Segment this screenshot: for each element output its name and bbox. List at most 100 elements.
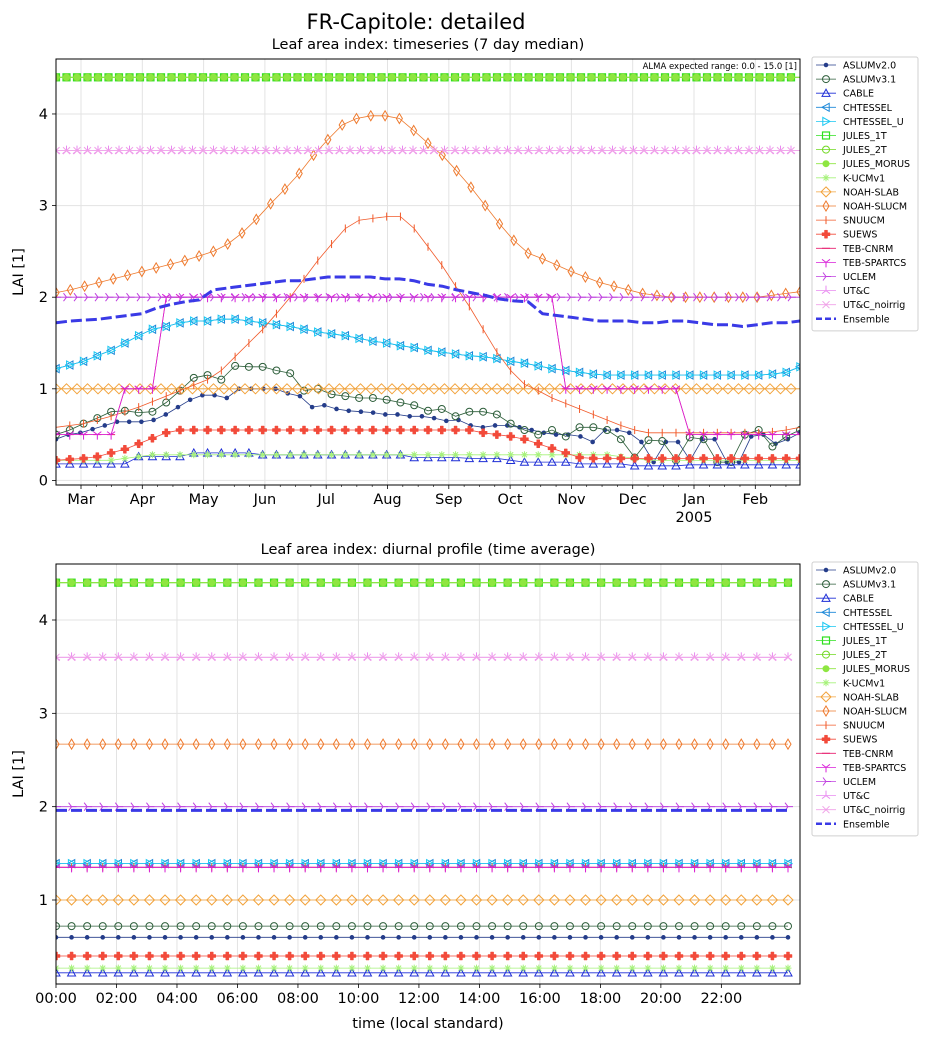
legend-item-teb-cnrm: TEB-CNRM [816,749,893,760]
data-point [417,383,430,395]
data-point [553,259,561,272]
data-point [270,922,279,931]
data-point [366,145,376,155]
data-point [106,448,116,458]
legend-marker [820,691,832,703]
data-point [161,579,169,587]
data-point [767,289,775,302]
data-point [513,145,523,155]
data-point [188,146,197,155]
data-point [322,402,327,408]
data-point [318,935,324,940]
data-point [492,423,498,428]
data-point [379,738,387,751]
data-point [285,425,295,435]
legend-label: SNUUCM [843,216,885,227]
data-point [770,935,775,940]
legend-marker [822,777,831,786]
data-point [231,314,241,325]
data-point [377,146,386,155]
legend-item-chtessel-u: CHTESSEL_U [816,621,904,633]
data-point [437,425,447,435]
series-k-ucmv1 [56,964,792,972]
y-tick-label: 3 [39,199,48,215]
data-point [219,145,229,155]
data-point [578,434,583,439]
data-point [190,316,199,326]
data-point [112,894,125,906]
data-point [737,738,745,751]
data-point [367,109,375,122]
x-tick-label: 00:00 [35,991,77,1007]
data-point [56,286,60,299]
data-point [659,964,667,972]
data-point [577,73,585,81]
series-line [56,115,800,298]
data-point [254,579,262,587]
data-point [737,653,746,662]
data-point [478,428,488,438]
data-point [661,935,666,940]
data-point [239,738,247,751]
data-point [782,287,790,300]
data-point [735,292,744,302]
data-point [114,951,123,961]
data-point [440,146,449,155]
legend-item-ut-c: UT&C [816,285,870,297]
legend-item-ut-c: UT&C [816,790,870,802]
legend-marker [822,145,830,154]
data-point [651,73,658,81]
data-point [612,951,621,961]
data-point [363,653,372,662]
data-point [581,922,590,931]
data-point [441,863,450,873]
data-point [78,458,89,468]
data-point [396,383,409,395]
data-point [120,445,130,454]
data-point [230,145,239,155]
data-point [657,454,667,463]
data-point [317,579,325,587]
data-point [702,145,712,155]
data-point [611,967,622,977]
data-point [286,369,295,378]
data-point [734,145,743,155]
data-point [575,423,584,432]
data-point [409,73,417,81]
data-point [506,419,515,428]
x-tick-label: 02:00 [96,991,138,1007]
legend-label: ASLUMv2.0 [843,566,896,577]
data-point [332,652,341,661]
data-point [197,383,209,395]
legend-marker [820,607,830,618]
data-point [316,863,326,873]
data-point [555,145,565,155]
data-point [510,234,518,247]
data-point [658,370,668,380]
data-point [56,579,60,587]
data-point [125,146,134,155]
data-point [395,579,403,587]
data-point [113,967,124,977]
data-point [148,385,157,394]
data-point [486,894,498,906]
data-point [114,922,123,931]
data-point [67,951,76,961]
data-point [462,292,471,302]
data-point [98,863,108,873]
data-point [316,951,326,961]
data-point [388,146,396,155]
data-point [472,922,481,931]
data-point [777,292,786,302]
data-point [160,863,170,873]
data-point [588,292,597,302]
data-point [438,383,451,395]
data-point [453,164,461,177]
data-point [783,967,793,977]
data-point [588,458,599,468]
data-point [190,451,198,459]
data-point [299,894,311,906]
data-point [753,579,761,587]
legend-item-aslumv2-0: ASLUMv2.0 [816,566,896,577]
data-point [237,894,249,906]
